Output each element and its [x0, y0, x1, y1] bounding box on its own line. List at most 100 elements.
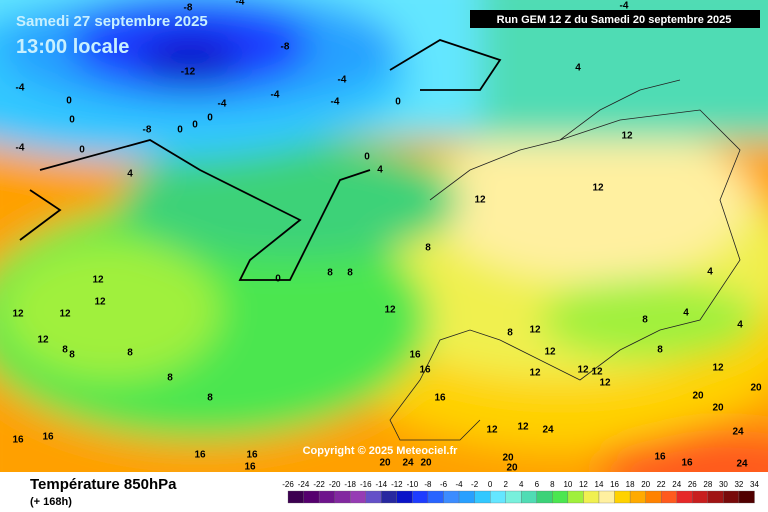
legend-swatch [303, 490, 320, 504]
contour-label: 20 [506, 463, 518, 474]
legend-swatch [521, 490, 537, 504]
contour-label: -4 [218, 99, 227, 110]
contour-label: 24 [402, 458, 414, 469]
time: 13:00 locale [16, 36, 129, 58]
contour-label: 0 [275, 274, 281, 285]
legend-tick: 6 [535, 480, 540, 489]
contour-label: 12 [37, 335, 49, 346]
contour-label: 16 [419, 365, 431, 376]
contour-label: 12 [517, 422, 529, 433]
legend-tick: -18 [344, 480, 356, 489]
legend-tick: -22 [313, 480, 325, 489]
legend-swatch [396, 490, 413, 504]
legend-tick: 12 [579, 480, 588, 489]
contour-label: 8 [207, 393, 213, 404]
legend-swatch [318, 490, 335, 504]
legend-swatch [427, 490, 444, 504]
contour-label: 8 [347, 268, 353, 279]
contour-label: 12 [529, 368, 541, 379]
contour-label: 4 [683, 308, 689, 319]
legend-swatch [552, 490, 569, 504]
footer-title: Température 850hPa [30, 476, 177, 493]
legend-swatch [458, 490, 475, 504]
legend-tick: 14 [595, 480, 604, 489]
legend-tick: 34 [750, 480, 759, 489]
contour-label: 12 [599, 378, 611, 389]
contour-label: -4 [338, 75, 347, 86]
contour-label: 16 [42, 432, 54, 443]
contour-label: 4 [737, 320, 743, 331]
contour-label: -4 [271, 90, 280, 101]
contour-label: 12 [577, 365, 589, 376]
legend-swatch [287, 490, 304, 504]
legend-tick: 30 [719, 480, 728, 489]
legend-tick: 8 [550, 480, 555, 489]
legend-swatch [489, 490, 506, 504]
run-text: Run GEM 12 Z du Samedi 20 septembre 2025 [497, 14, 732, 26]
legend-tick: -14 [376, 480, 388, 489]
contour-label: 8 [69, 350, 75, 361]
contour-label: 12 [529, 325, 541, 336]
contour-label: 4 [127, 169, 133, 180]
legend-swatch [676, 490, 693, 504]
contour-label: 20 [502, 453, 514, 464]
contour-label: 4 [707, 267, 713, 278]
legend-tick: 4 [519, 480, 524, 489]
contour-label: 12 [621, 131, 633, 142]
legend-swatch [567, 490, 584, 504]
legend-swatch [661, 490, 677, 504]
contour-label: 20 [692, 391, 704, 402]
contour-label: 8 [642, 315, 648, 326]
legend-swatch [443, 490, 460, 504]
contour-label: 0 [79, 145, 85, 156]
borders [389, 79, 741, 441]
date: Samedi 27 septembre 2025 [16, 13, 208, 30]
contour-label: 12 [544, 347, 556, 358]
contour-label: 0 [192, 120, 198, 131]
legend-swatch [723, 490, 740, 504]
contour-label: 24 [732, 427, 744, 438]
contour-label: 24 [736, 459, 748, 470]
contour-label: 8 [425, 243, 431, 254]
contour-label: 12 [712, 363, 724, 374]
legend-swatch [505, 490, 522, 504]
copyright: Copyright © 2025 Meteociel.fr [303, 445, 459, 457]
legend-swatch [583, 490, 600, 504]
contour-label: 20 [750, 383, 762, 394]
contour-label: -4 [236, 0, 245, 8]
contour-label: -4 [331, 97, 340, 108]
run-box [470, 10, 760, 28]
legend-tick: 16 [610, 480, 619, 489]
contour-label: 8 [127, 348, 133, 359]
legend-tick: 28 [703, 480, 712, 489]
legend-tick: 2 [503, 480, 508, 489]
contour-label: 0 [207, 113, 213, 124]
contour-label: 0 [364, 152, 370, 163]
legend-tick: -26 [282, 480, 294, 489]
contour-label: 4 [377, 165, 383, 176]
contour-label: -8 [281, 42, 290, 53]
contour-label: 8 [657, 345, 663, 356]
legend-swatch [629, 490, 646, 504]
contour-label: 0 [69, 115, 75, 126]
legend-swatch [334, 490, 351, 504]
contour-label: 0 [177, 125, 183, 136]
contour-label: -12 [181, 67, 196, 78]
contour-label: 0 [395, 97, 401, 108]
contour-label: 4 [575, 63, 581, 74]
legend-tick: -20 [329, 480, 341, 489]
contour-label: 12 [12, 309, 24, 320]
footer-lead: (+ 168h) [30, 496, 72, 508]
contour-label: 16 [194, 450, 206, 461]
contour-label: -4 [16, 83, 25, 94]
legend-swatch [692, 490, 708, 504]
legend-tick: 26 [688, 480, 697, 489]
contour-label: 16 [654, 452, 666, 463]
contour-label: 8 [327, 268, 333, 279]
contour-label: 16 [434, 393, 446, 404]
contour-label: 12 [474, 195, 486, 206]
legend-tick: 20 [641, 480, 650, 489]
legend-swatch [412, 490, 429, 504]
